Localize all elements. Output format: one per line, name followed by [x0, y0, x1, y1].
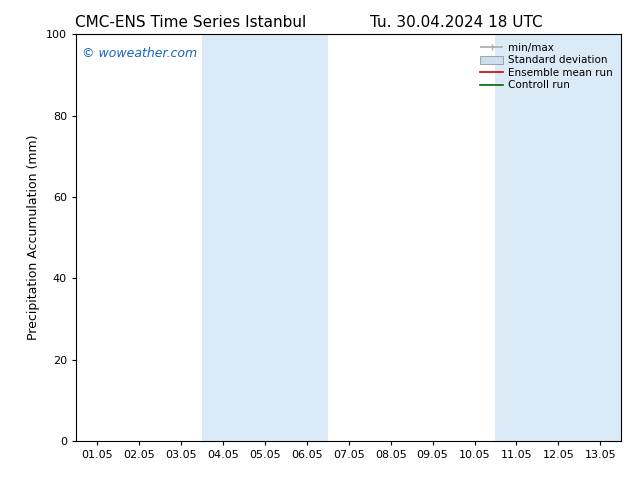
Text: CMC-ENS Time Series Istanbul: CMC-ENS Time Series Istanbul [75, 15, 306, 30]
Text: © woweather.com: © woweather.com [82, 47, 197, 59]
Bar [496, 34, 621, 441]
Bar [202, 34, 328, 441]
Text: Tu. 30.04.2024 18 UTC: Tu. 30.04.2024 18 UTC [370, 15, 543, 30]
Legend: min/max, Standard deviation, Ensemble mean run, Controll run: min/max, Standard deviation, Ensemble me… [477, 40, 616, 94]
Y-axis label: Precipitation Accumulation (mm): Precipitation Accumulation (mm) [27, 135, 41, 341]
